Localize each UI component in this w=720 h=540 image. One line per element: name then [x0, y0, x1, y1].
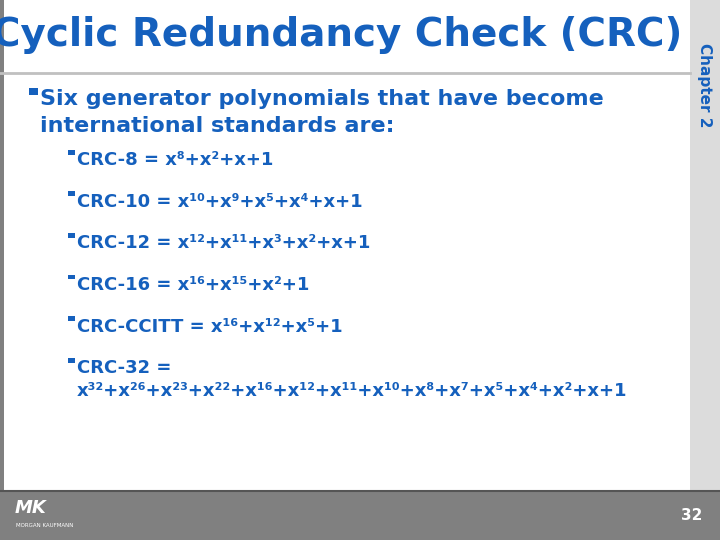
Bar: [68, 191, 75, 196]
Text: Cyclic Redundancy Check (CRC): Cyclic Redundancy Check (CRC): [0, 16, 683, 54]
Bar: [68, 233, 75, 238]
Text: 32: 32: [680, 508, 702, 523]
Text: CRC-10 = x¹⁰+x⁹+x⁵+x⁴+x+1: CRC-10 = x¹⁰+x⁹+x⁵+x⁴+x+1: [77, 193, 362, 211]
Bar: [0, 491, 720, 540]
Bar: [68, 316, 75, 321]
Text: CRC-12 = x¹²+x¹¹+x³+x²+x+1: CRC-12 = x¹²+x¹¹+x³+x²+x+1: [77, 234, 370, 252]
Text: Six generator polynomials that have become
international standards are:: Six generator polynomials that have beco…: [40, 89, 604, 136]
Bar: [690, 0, 720, 540]
Text: Chapter 2: Chapter 2: [698, 43, 712, 127]
Text: CRC-CCITT = x¹⁶+x¹²+x⁵+1: CRC-CCITT = x¹⁶+x¹²+x⁵+1: [77, 318, 343, 335]
Text: CRC-16 = x¹⁶+x¹⁵+x²+1: CRC-16 = x¹⁶+x¹⁵+x²+1: [77, 276, 309, 294]
Bar: [0, 0, 4, 540]
Text: x³²+x²⁶+x²³+x²²+x¹⁶+x¹²+x¹¹+x¹⁰+x⁸+x⁷+x⁵+x⁴+x²+x+1: x³²+x²⁶+x²³+x²²+x¹⁶+x¹²+x¹¹+x¹⁰+x⁸+x⁷+x⁵…: [77, 382, 627, 400]
Bar: [29, 88, 38, 95]
Bar: [68, 150, 75, 154]
Text: MORGAN KAUFMANN: MORGAN KAUFMANN: [16, 523, 73, 528]
Text: CRC-8 = x⁸+x²+x+1: CRC-8 = x⁸+x²+x+1: [77, 151, 273, 169]
Bar: [68, 357, 75, 363]
Bar: [68, 274, 75, 280]
Text: CRC-32 =: CRC-32 =: [77, 359, 171, 377]
Text: MK: MK: [14, 498, 46, 517]
